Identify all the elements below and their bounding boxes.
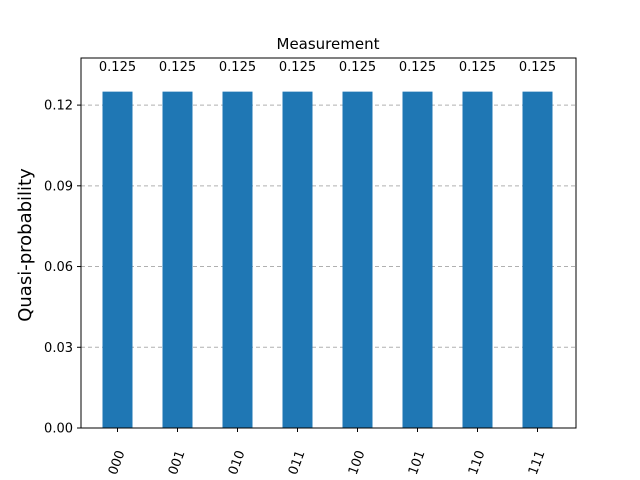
bar-001 xyxy=(162,91,193,429)
y-tick-label: 0.03 xyxy=(44,341,73,356)
x-tick-label: 111 xyxy=(526,449,549,477)
bar-101 xyxy=(402,91,433,429)
x-axis-ticks: 000 001 010 011 100 101 110 111 xyxy=(106,428,549,477)
x-tick-label: 000 xyxy=(106,449,129,477)
bar-value-label: 0.125 xyxy=(279,60,316,75)
bar-value-label: 0.125 xyxy=(99,60,136,75)
x-tick-label: 001 xyxy=(166,449,189,477)
bar-100 xyxy=(342,91,373,429)
x-tick-label: 110 xyxy=(466,449,489,477)
bar-value-label: 0.125 xyxy=(519,60,556,75)
x-tick-label: 101 xyxy=(406,449,429,477)
x-tick-label: 011 xyxy=(286,449,309,477)
axes-frame xyxy=(80,57,577,429)
bar-value-label: 0.125 xyxy=(159,60,196,75)
x-tick-label: 010 xyxy=(226,449,249,477)
bar-value-labels: 0.125 0.125 0.125 0.125 0.125 0.125 0.125 0.125 xyxy=(99,60,556,75)
plot-frame xyxy=(80,57,577,429)
x-tick-label: 100 xyxy=(346,449,369,477)
y-axis-label: Quasi-probability xyxy=(15,168,36,322)
y-tick-label: 0.00 xyxy=(44,422,73,437)
bar-110 xyxy=(462,91,493,429)
y-tick-label: 0.12 xyxy=(44,99,73,114)
bar-value-label: 0.125 xyxy=(459,60,496,75)
bar-value-label: 0.125 xyxy=(399,60,436,75)
bar-000 xyxy=(102,91,133,429)
bar-value-label: 0.125 xyxy=(339,60,376,75)
chart-title: Measurement xyxy=(277,35,380,53)
grid-layer xyxy=(81,104,576,348)
y-tick-label: 0.06 xyxy=(44,260,73,275)
bar-value-label: 0.125 xyxy=(219,60,256,75)
bar-010 xyxy=(222,91,253,429)
bar-111 xyxy=(522,91,553,429)
bar-011 xyxy=(282,91,313,429)
bars-layer xyxy=(102,91,553,429)
y-axis-ticks: 0.00 0.03 0.06 0.09 0.12 xyxy=(44,99,81,437)
y-tick-label: 0.09 xyxy=(44,179,73,194)
